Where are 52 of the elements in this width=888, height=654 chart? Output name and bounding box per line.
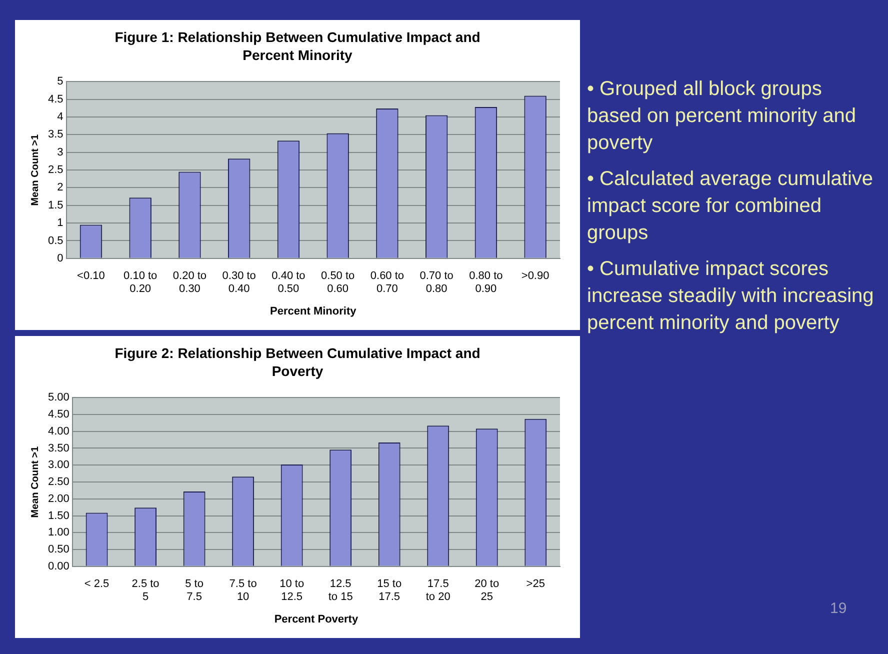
x-tick-label: 0.70 to 0.80: [420, 270, 454, 296]
y-tick-label: 2.5: [48, 164, 64, 176]
y-tick-label: 5: [57, 76, 64, 88]
x-tick-label: 0.60 to 0.70: [370, 270, 404, 296]
x-tick-label: 10 to 12.5: [280, 578, 304, 604]
y-tick-label: 3.5: [48, 128, 64, 141]
y-tick-label: 3.00: [48, 459, 70, 472]
y-tick-label: 4.00: [48, 425, 70, 438]
y-tick-label: 4.5: [48, 93, 64, 106]
y-tick-label: 1: [57, 217, 64, 230]
x-tick-label: 0.20 to 0.30: [172, 270, 207, 296]
x-tick-label: 7.5 to 10: [229, 578, 257, 604]
y-tick-label: 0.5: [48, 234, 64, 247]
y-tick-label: 1.00: [48, 526, 70, 539]
y-axis-title: Mean Count >1: [30, 446, 41, 518]
x-axis-title: Percent Minority: [270, 305, 358, 318]
x-tick-label: >25: [526, 578, 545, 590]
x-axis-title: Percent Poverty: [274, 613, 359, 626]
text: • Calculated average cumulative impact score for combined groups: [587, 167, 874, 246]
y-axis-title: Mean Count >1: [30, 134, 41, 206]
chart-title: Figure 2: Relationship Between Cumulative Impact and Poverty: [114, 344, 482, 380]
x-tick-label: 15 to 17.5: [377, 578, 402, 604]
y-tick-label: 1.50: [48, 510, 70, 522]
x-tick-label: 5 to 7.5: [185, 578, 204, 604]
y-tick-label: 5.00: [48, 392, 70, 404]
x-tick-label: 2.5 to 5: [132, 578, 160, 604]
x-tick-label: >0.90: [521, 270, 550, 282]
text: • Cumulative impact scores increase steadily with increasing percent minority and poverty: [587, 257, 875, 336]
y-tick-label: 0.00: [48, 560, 70, 572]
x-tick-label: 0.80 to 0.90: [469, 270, 503, 296]
y-tick-label: 3.50: [48, 442, 70, 454]
y-tick-label: 3: [57, 146, 64, 158]
x-tick-label: 20 to 25: [474, 578, 500, 604]
x-tick-label: 17.5 to 20: [426, 578, 450, 604]
x-tick-label: 0.50 to 0.60: [321, 270, 355, 296]
y-tick-label: 2.00: [48, 492, 70, 505]
chart-title: Figure 1: Relationship Between Cumulative Impact and Percent Minority: [114, 28, 482, 64]
y-tick-label: 2.50: [48, 476, 70, 488]
y-tick-label: 4: [57, 110, 64, 123]
x-tick-label: 0.40 to 0.50: [272, 270, 306, 296]
y-tick-label: 1.5: [48, 199, 64, 212]
text: 19: [830, 600, 847, 617]
y-tick-label: 0.50: [48, 544, 70, 556]
x-tick-label: 0.10 to 0.20: [124, 270, 158, 296]
x-tick-label: 0.30 to 0.40: [222, 270, 256, 296]
x-tick-label: < 2.5: [84, 578, 110, 590]
y-tick-label: 2: [57, 182, 64, 194]
x-tick-label: 12.5 to 15: [328, 578, 353, 604]
x-tick-label: <0.10: [77, 270, 105, 282]
text: • Grouped all block groups based on percent minority and poverty: [587, 77, 858, 156]
y-tick-label: 4.50: [48, 408, 70, 421]
y-tick-label: 0: [57, 252, 64, 264]
